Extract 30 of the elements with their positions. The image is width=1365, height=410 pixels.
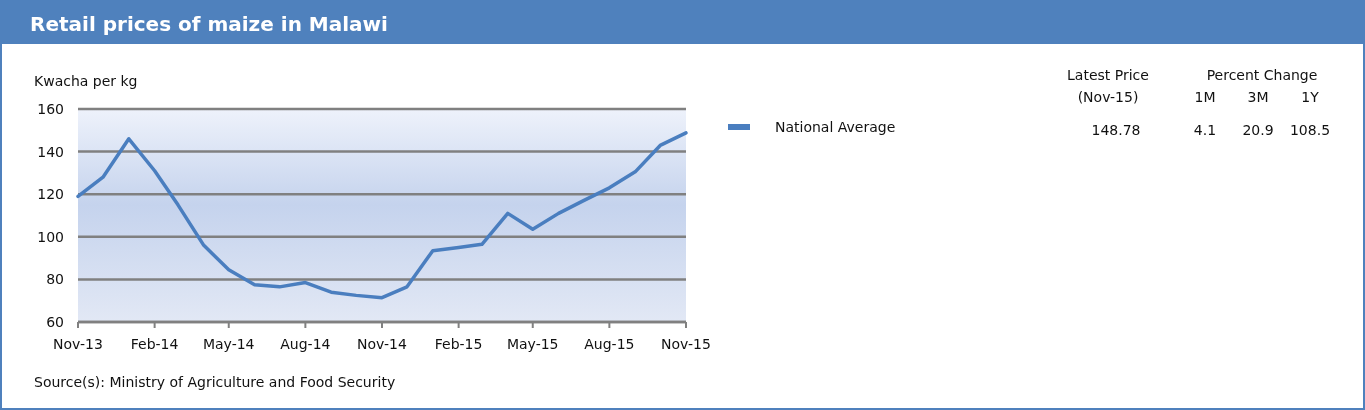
- text: (Nov-15): [1077, 89, 1139, 105]
- text: 148.78: [1091, 122, 1141, 138]
- x-tick-label: Aug-14: [280, 336, 331, 352]
- x-tick-label: Aug-15: [584, 336, 635, 352]
- text: 1Y: [1301, 89, 1320, 105]
- x-tick-label: May-15: [506, 336, 559, 352]
- y-tick-label: 80: [46, 271, 64, 288]
- y-tick-label: 60: [46, 314, 64, 330]
- y-tick-label: 140: [37, 143, 64, 160]
- text: 108.5: [1289, 122, 1331, 138]
- text: 3M: [1247, 89, 1269, 105]
- y-tick-label: 160: [37, 101, 64, 117]
- y-axis-title: Kwacha per kg: [34, 73, 138, 89]
- text: 1M: [1194, 89, 1216, 105]
- text: 20.9: [1242, 122, 1274, 138]
- text: Percent Change: [1206, 67, 1318, 83]
- x-tick-label: Feb-15: [434, 336, 483, 352]
- x-tick-label: Nov-14: [357, 336, 407, 352]
- line-series: [76, 131, 688, 300]
- x-tick-label: Feb-14: [130, 336, 179, 352]
- x-tick-label: May-14: [202, 336, 255, 352]
- x-tick-label: Nov-15: [661, 336, 711, 352]
- text: 4.1: [1193, 122, 1217, 138]
- y-tick-label: 100: [37, 228, 64, 245]
- source-note: Source(s): Ministry of Agriculture and Food Security: [34, 374, 396, 390]
- y-tick-label: 120: [37, 186, 64, 203]
- chart-title: Retail prices of maize in Malawi: [30, 12, 388, 36]
- legend-label: National Average: [775, 119, 896, 135]
- text: Latest Price: [1067, 67, 1149, 83]
- x-tick-label: Nov-13: [53, 336, 103, 352]
